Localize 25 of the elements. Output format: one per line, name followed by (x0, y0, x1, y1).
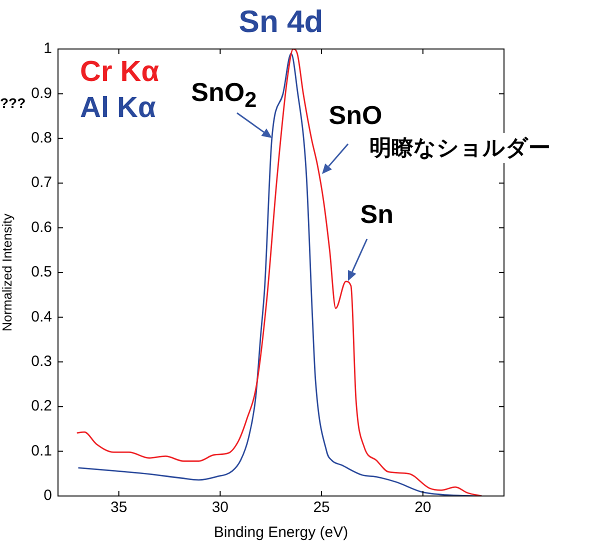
x-tick-label: 35 (110, 499, 128, 516)
x-tick-label: 25 (313, 499, 330, 516)
y-tick-label: 0.1 (31, 442, 52, 460)
annotation: SnO$_{2}$ (190, 77, 258, 114)
y-tick-label: 0.7 (31, 174, 52, 192)
y-tick-label: 0.3 (31, 353, 52, 370)
annotation: Sn (359, 199, 394, 230)
text: Cr Kα (80, 55, 160, 90)
y-tick-label: 0.2 (31, 398, 52, 415)
text: Al Kα (80, 91, 157, 126)
text: ??? (0, 95, 26, 111)
x-tick-label: 30 (212, 499, 229, 516)
y-tick-label: 0.9 (31, 84, 52, 102)
chart-title: Sn 4d (238, 4, 324, 40)
y-tick-label: 0.4 (31, 308, 52, 326)
x-axis-title: Binding Energy (eV) (214, 524, 348, 542)
annotation: SnO (328, 100, 384, 132)
y-tick-label: 0 (44, 487, 52, 504)
x-tick-label: 20 (414, 499, 432, 516)
annotation: 明瞭なショルダー (370, 133, 550, 163)
y-tick-label: 0.5 (31, 264, 52, 281)
y-tick-label: 0.8 (31, 130, 52, 147)
y-axis-title: Normalized Intensity (0, 213, 14, 332)
y-tick-label: 0.6 (31, 218, 52, 236)
y-tick-label: 1 (44, 40, 52, 58)
